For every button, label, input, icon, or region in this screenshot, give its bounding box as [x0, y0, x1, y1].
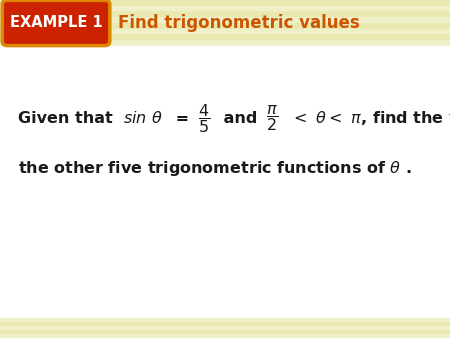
- Bar: [0, 330, 450, 334]
- Text: $\dfrac{\pi}{2}$: $\dfrac{\pi}{2}$: [266, 103, 278, 133]
- Bar: [0, 17, 450, 23]
- Text: $<$ $\theta$$<$ $\pi$, find the values of: $<$ $\theta$$<$ $\pi$, find the values o…: [285, 109, 450, 127]
- Bar: [0, 11, 450, 17]
- Text: and: and: [218, 111, 263, 126]
- Bar: [0, 28, 450, 34]
- Text: Find trigonometric values: Find trigonometric values: [118, 14, 360, 32]
- FancyBboxPatch shape: [2, 0, 110, 46]
- Text: the other five trigonometric functions of $\theta$ .: the other five trigonometric functions o…: [18, 160, 412, 178]
- Bar: [0, 326, 450, 330]
- Bar: [0, 40, 450, 46]
- Text: $\mathit{sin}\ \theta$: $\mathit{sin}\ \theta$: [123, 110, 163, 126]
- Bar: [0, 0, 450, 6]
- Bar: [0, 34, 450, 40]
- Bar: [0, 23, 450, 28]
- Bar: [0, 322, 450, 326]
- Bar: [0, 334, 450, 338]
- Bar: [0, 6, 450, 11]
- Text: EXAMPLE 1: EXAMPLE 1: [9, 16, 103, 30]
- Bar: [0, 318, 450, 322]
- Text: $\dfrac{4}{5}$: $\dfrac{4}{5}$: [198, 102, 211, 135]
- Text: =: =: [170, 111, 194, 126]
- Text: Given that: Given that: [18, 111, 118, 126]
